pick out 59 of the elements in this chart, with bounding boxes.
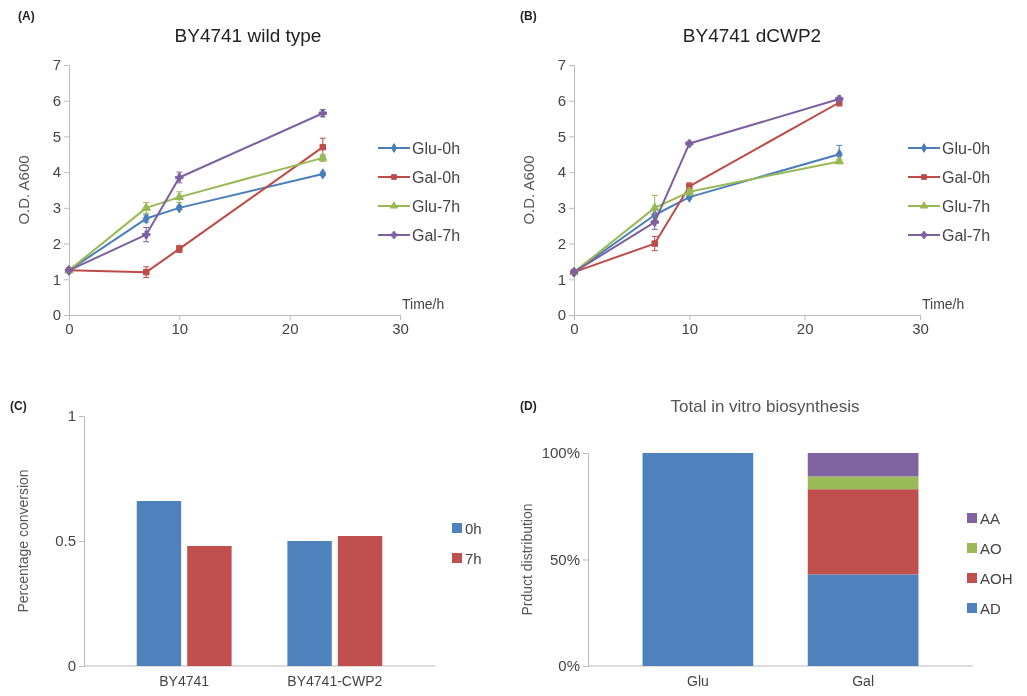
chart-title: Total in vitro biosynthesis [670, 397, 860, 416]
y-tick-label: 2 [557, 234, 566, 252]
y-tick-label: 4 [557, 163, 566, 181]
x-tick-label: 20 [281, 319, 299, 337]
x-tick-label: Glu [686, 672, 709, 689]
text: (A) [18, 9, 35, 23]
y-tick-label: 2 [52, 234, 61, 252]
y-tick-label: 0 [52, 306, 61, 324]
x-axis-title: Time/h [402, 296, 445, 312]
x-tick-label: 10 [171, 319, 189, 337]
legend-label: AA [980, 510, 1001, 527]
x-tick-label: BY4741-CWP2 [287, 672, 383, 689]
legend-label: AD [980, 600, 1001, 617]
y-tick-label: 1 [52, 270, 61, 288]
legend-label: 0h [465, 520, 482, 537]
legend-label: Gal-7h [942, 227, 991, 244]
y-tick-label: 6 [557, 92, 566, 110]
text: (B) [520, 9, 537, 23]
legend-label: Gal-0h [942, 169, 991, 186]
legend-label: 7h [465, 550, 482, 567]
x-tick-label: Gal [852, 672, 875, 689]
y-axis-title: O.D. A600 [520, 155, 537, 225]
y-tick-label: 5 [52, 127, 61, 145]
y-tick-label: 0.5 [55, 532, 76, 550]
text: (D) [520, 399, 537, 413]
y-tick-label: 6 [52, 92, 61, 110]
legend-label: Glu-7h [942, 198, 991, 215]
y-tick-label: 7 [52, 56, 61, 74]
x-tick-label: 30 [392, 319, 409, 337]
y-tick-label: 100% [541, 444, 580, 462]
y-tick-label: 5 [557, 127, 566, 145]
legend-label: AO [980, 540, 1002, 557]
x-tick-label: 10 [681, 319, 699, 337]
legend-label: AOH [980, 570, 1013, 587]
y-tick-label: 4 [52, 163, 61, 181]
x-tick-label: 30 [912, 319, 929, 337]
y-tick-label: 3 [557, 199, 566, 217]
y-tick-label: 1 [67, 407, 76, 425]
y-tick-label: 0 [67, 657, 76, 675]
legend-label: Glu-0h [412, 140, 461, 157]
y-tick-label: 7 [557, 56, 566, 74]
y-tick-label: 1 [557, 270, 566, 288]
legend-label: Gal-7h [412, 227, 461, 244]
y-tick-label: 50% [549, 550, 580, 568]
y-axis-title: Percentage conversion [15, 469, 31, 613]
legend-label: Glu-0h [942, 140, 991, 157]
x-tick-label: 20 [796, 319, 814, 337]
y-tick-label: 0% [558, 657, 580, 675]
chart-title: BY4741 dCWP2 [682, 25, 822, 46]
legend-label: Glu-7h [412, 198, 461, 215]
legend-label: Gal-0h [412, 169, 461, 186]
y-axis-title: Prduct distribution [519, 503, 535, 616]
y-tick-label: 3 [52, 199, 61, 217]
x-tick-label: BY4741 [159, 672, 210, 689]
x-axis-title: Time/h [922, 296, 965, 312]
y-tick-label: 0 [557, 306, 566, 324]
text: (C) [10, 399, 27, 413]
y-axis-title: O.D. A600 [15, 155, 32, 225]
chart-title: BY4741 wild type [174, 25, 322, 46]
